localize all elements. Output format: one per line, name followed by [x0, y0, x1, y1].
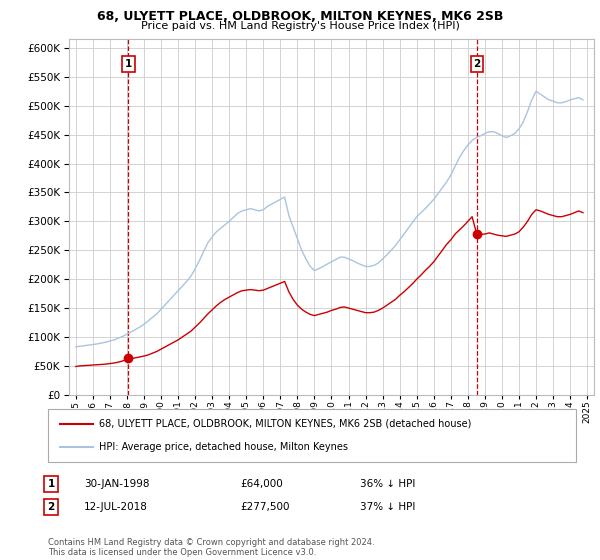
Text: 2: 2: [47, 502, 55, 512]
Text: 1: 1: [47, 479, 55, 489]
Text: HPI: Average price, detached house, Milton Keynes: HPI: Average price, detached house, Milt…: [99, 442, 348, 452]
Text: £277,500: £277,500: [240, 502, 290, 512]
Text: Contains HM Land Registry data © Crown copyright and database right 2024.
This d: Contains HM Land Registry data © Crown c…: [48, 538, 374, 557]
Text: 12-JUL-2018: 12-JUL-2018: [84, 502, 148, 512]
Text: Price paid vs. HM Land Registry's House Price Index (HPI): Price paid vs. HM Land Registry's House …: [140, 21, 460, 31]
Text: 36% ↓ HPI: 36% ↓ HPI: [360, 479, 415, 489]
Text: 68, ULYETT PLACE, OLDBROOK, MILTON KEYNES, MK6 2SB (detached house): 68, ULYETT PLACE, OLDBROOK, MILTON KEYNE…: [99, 419, 472, 429]
Text: 37% ↓ HPI: 37% ↓ HPI: [360, 502, 415, 512]
Text: 68, ULYETT PLACE, OLDBROOK, MILTON KEYNES, MK6 2SB: 68, ULYETT PLACE, OLDBROOK, MILTON KEYNE…: [97, 10, 503, 22]
Text: £64,000: £64,000: [240, 479, 283, 489]
Text: 30-JAN-1998: 30-JAN-1998: [84, 479, 149, 489]
Text: 2: 2: [473, 59, 481, 69]
Text: 1: 1: [125, 59, 132, 69]
